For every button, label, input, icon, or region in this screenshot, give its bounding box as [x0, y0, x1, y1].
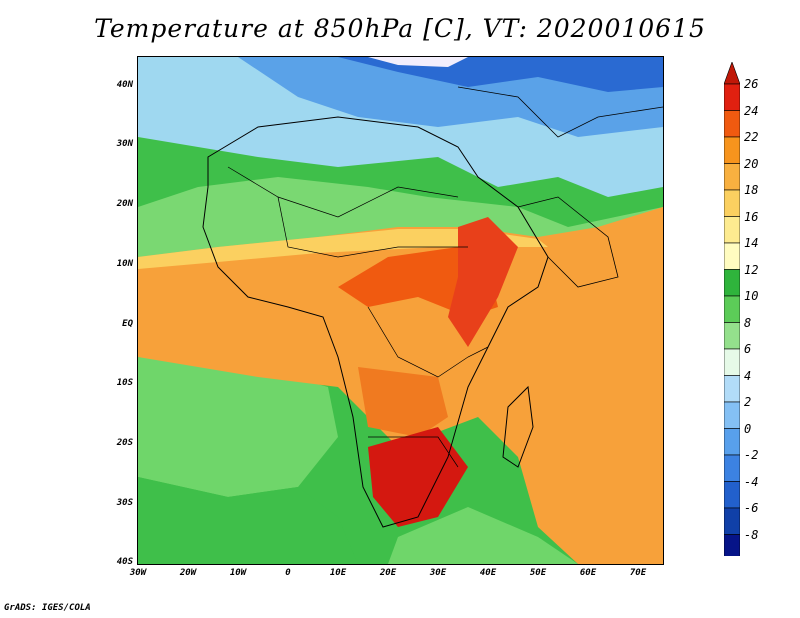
temperature-map: [137, 56, 664, 565]
colorbar-tick-label: -6: [744, 501, 759, 515]
colorbar-swatch: [724, 163, 740, 191]
map-canvas: [138, 57, 663, 564]
sahel-country-border: [277, 196, 468, 258]
colorbar-swatch: [724, 534, 740, 556]
lat-label-20n: 20N: [116, 199, 133, 209]
colorbar-tick-label: 12: [744, 262, 759, 277]
warm-fringe: [138, 229, 548, 269]
lon-label-40e: 40E: [479, 568, 497, 578]
colorbar-swatch: [724, 136, 740, 164]
colorbar-tick-label: 26: [744, 77, 759, 91]
colorbar-swatch: [724, 216, 740, 244]
colorbar-swatch: [724, 375, 740, 403]
map-title: Temperature at 850hPa [C], VT: 202001061…: [94, 14, 706, 43]
eurasia-coastline: [457, 86, 663, 138]
colorbar-swatch: [724, 507, 740, 535]
colorbar-swatch: [724, 83, 740, 111]
southern-africa-warm-area: [358, 367, 448, 437]
colorbar-tick-label: 16: [744, 209, 759, 224]
lon-label-0: 0: [285, 568, 291, 578]
colorbar-over-arrow: [724, 62, 740, 85]
colorbar-tick-label: -8: [744, 527, 759, 542]
madagascar-coastline: [502, 385, 534, 468]
lat-label-40s: 40S: [116, 557, 133, 567]
lon-label-30e: 30E: [429, 568, 447, 578]
southern-ocean-mild-area: [388, 507, 578, 564]
lon-label-70e: 70E: [629, 568, 647, 578]
colorbar-swatch: [724, 322, 740, 350]
lat-label-10n: 10N: [116, 259, 133, 269]
colorbar-swatch: [724, 454, 740, 482]
southern-country-border: [368, 436, 459, 468]
lon-label-60e: 60E: [579, 568, 597, 578]
colorbar-swatch: [724, 189, 740, 217]
colorbar-swatch: [724, 269, 740, 297]
colorbar-swatch: [724, 348, 740, 376]
south-atlantic-warm-tongue: [138, 357, 338, 497]
colorbar-tick-label: 10: [744, 289, 759, 303]
colorbar-tick-label: 14: [744, 236, 759, 250]
colorbar-swatch: [724, 110, 740, 138]
colorbar-tick-label: 4: [744, 368, 752, 383]
south-africa-hot-core: [368, 427, 468, 527]
colorbar-tick-label: 2: [744, 395, 752, 409]
grads-credit: GrADS: IGES/COLA: [4, 603, 91, 613]
lat-label-20s: 20S: [116, 438, 133, 448]
colorbar-tick-label: 0: [744, 421, 752, 436]
central-country-border: [367, 306, 489, 378]
colorbar-tick-label: -2: [744, 448, 759, 462]
lon-label-20e: 20E: [379, 568, 397, 578]
colorbar: [724, 62, 740, 556]
arabia-coastline: [517, 196, 619, 288]
southern-ocean-field: [138, 477, 358, 564]
lon-label-30w: 30W: [129, 568, 147, 578]
lon-label-20w: 20W: [179, 568, 197, 578]
colorbar-tick-label: 20: [744, 156, 759, 171]
colorbar-swatch: [724, 242, 740, 270]
colorbar-tick-label: -4: [744, 474, 759, 489]
sahara-country-border: [227, 166, 459, 218]
colorbar-swatch: [724, 295, 740, 323]
lon-label-10w: 10W: [229, 568, 247, 578]
colorbar-tick-label: 22: [744, 130, 759, 144]
lat-label-30n: 30N: [116, 139, 133, 149]
colorbar-swatch: [724, 481, 740, 509]
lat-label-40n: 40N: [116, 80, 133, 90]
colorbar-swatch: [724, 401, 740, 429]
lat-label-30s: 30S: [116, 498, 133, 508]
colorbar-tick-label: 18: [744, 183, 759, 197]
lon-label-50e: 50E: [529, 568, 547, 578]
lat-label-10s: 10S: [116, 378, 133, 388]
colorbar-tick-label: 24: [744, 103, 759, 118]
coldest-area: [368, 57, 468, 67]
africa-coastline: [202, 116, 549, 528]
colorbar-swatch: [724, 428, 740, 456]
east-africa-hot-core: [448, 217, 518, 347]
colorbar-tick-label: 8: [744, 315, 752, 330]
colorbar-tick-label: 6: [744, 342, 752, 356]
lat-label-eq: EQ: [122, 319, 133, 329]
lon-label-10e: 10E: [329, 568, 347, 578]
